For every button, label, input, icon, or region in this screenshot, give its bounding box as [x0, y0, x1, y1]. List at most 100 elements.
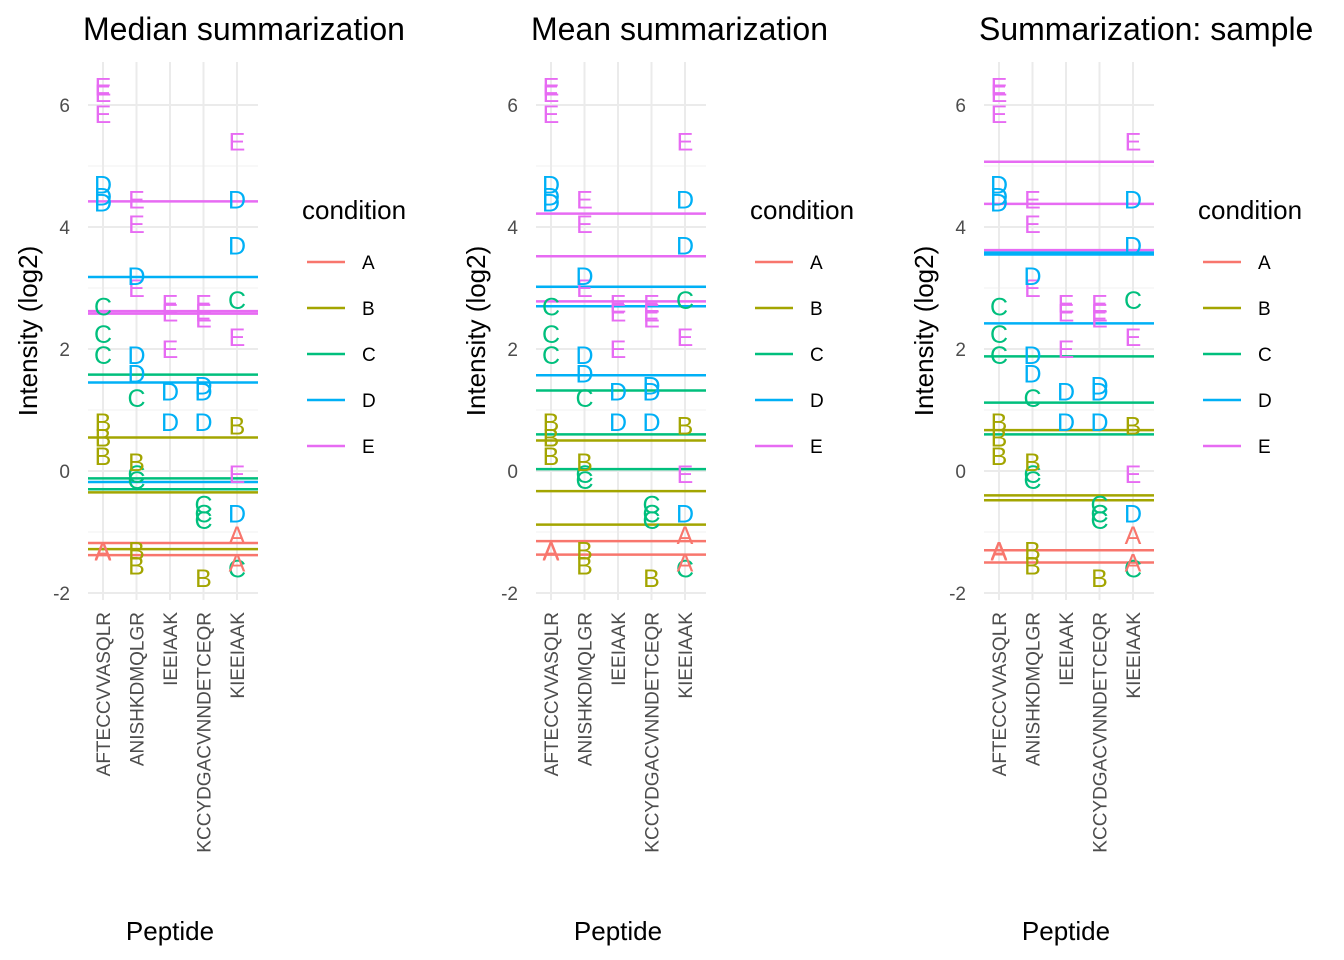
data-point-label: C: [194, 501, 212, 529]
data-point-label: C: [575, 385, 593, 413]
data-point-label: D: [1124, 232, 1142, 260]
y-tick-label: 4: [59, 218, 70, 239]
data-point-label: E: [128, 211, 145, 239]
data-point-label: D: [1124, 501, 1142, 529]
data-point-label: E: [95, 74, 112, 102]
y-tick-label: 0: [955, 462, 966, 483]
y-tick-label: -2: [501, 584, 518, 605]
data-point-label: D: [676, 187, 694, 215]
data-point-label: E: [1091, 306, 1108, 334]
data-point-label: A: [991, 537, 1008, 565]
data-point-label: B: [677, 412, 694, 440]
data-point-label: D: [1023, 263, 1041, 291]
data-point-label: E: [229, 324, 246, 352]
data-point-label: B: [543, 409, 560, 437]
data-point-label: E: [576, 275, 593, 303]
data-point-label: C: [642, 492, 660, 520]
data-point-label: E: [576, 211, 593, 239]
x-tick-label: AFTECCVVASQLR: [990, 612, 1011, 776]
data-point-label: C: [127, 467, 145, 495]
data-point-label: B: [195, 565, 212, 593]
data-point-label: C: [1023, 467, 1041, 495]
chart-title: Median summarization: [83, 11, 405, 47]
y-tick-label: 6: [955, 96, 966, 117]
data-point-label: D: [642, 373, 660, 401]
y-tick-label: 6: [507, 96, 518, 117]
data-point-label: E: [610, 290, 627, 318]
data-point-label: D: [575, 360, 593, 388]
data-point-label: E: [1125, 324, 1142, 352]
data-point-label: E: [610, 336, 627, 364]
data-point-label: B: [991, 424, 1008, 452]
data-point-label: E: [95, 101, 112, 129]
data-point-label: D: [1057, 379, 1075, 407]
x-tick-label: KIEEIAAK: [676, 612, 697, 699]
data-point-label: E: [195, 290, 212, 318]
data-point-label: D: [990, 184, 1008, 212]
data-point-label: C: [575, 467, 593, 495]
data-point-label: C: [1124, 287, 1142, 315]
data-point-label: C: [990, 342, 1008, 370]
data-point-label: D: [228, 232, 246, 260]
data-point-label: B: [1024, 537, 1041, 565]
legend-label: B: [810, 299, 823, 320]
y-tick-label: 4: [507, 218, 518, 239]
data-point-label: E: [1058, 336, 1075, 364]
legend-label: C: [1258, 345, 1272, 366]
x-tick-label: IEEIAAK: [609, 612, 630, 686]
data-point-label: D: [642, 379, 660, 407]
data-point-label: D: [1090, 373, 1108, 401]
data-point-label: D: [990, 171, 1008, 199]
y-tick-label: 0: [59, 462, 70, 483]
x-tick-label: KCCYDGACVNNDETCEQR: [643, 612, 664, 853]
data-point-label: D: [609, 379, 627, 407]
legend-label: D: [1258, 391, 1272, 412]
legend-label: A: [362, 253, 375, 274]
data-point-label: C: [1023, 461, 1041, 489]
data-point-label: D: [127, 360, 145, 388]
y-tick-label: 4: [955, 218, 966, 239]
data-point-label: D: [642, 409, 660, 437]
data-point-label: B: [95, 443, 112, 471]
data-point-label: A: [543, 537, 560, 565]
data-point-label: E: [991, 80, 1008, 108]
data-point-label: C: [228, 556, 246, 584]
data-point-label: C: [542, 321, 560, 349]
data-point-label: B: [1091, 565, 1108, 593]
data-point-label: E: [229, 129, 246, 157]
data-point-label: E: [128, 187, 145, 215]
data-point-label: B: [128, 553, 145, 581]
data-point-label: D: [161, 379, 179, 407]
data-point-label: E: [162, 336, 179, 364]
legend-title: condition: [1198, 195, 1302, 225]
y-axis-title: Intensity (log2): [909, 246, 939, 417]
data-point-label: E: [1024, 211, 1041, 239]
data-point-label: E: [677, 461, 694, 489]
legend-label: C: [810, 345, 824, 366]
y-axis-title: Intensity (log2): [13, 246, 43, 417]
data-point-label: B: [576, 537, 593, 565]
y-axis-title: Intensity (log2): [461, 246, 491, 417]
x-tick-label: KCCYDGACVNNDETCEQR: [1091, 612, 1112, 853]
data-point-label: E: [195, 306, 212, 334]
data-point-label: C: [575, 461, 593, 489]
legend-label: E: [810, 437, 823, 458]
data-point-label: D: [542, 171, 560, 199]
data-point-label: E: [128, 275, 145, 303]
y-tick-label: 2: [955, 340, 966, 361]
data-point-label: D: [1057, 409, 1075, 437]
legend-label: A: [1258, 253, 1271, 274]
data-point-label: D: [228, 501, 246, 529]
data-point-label: A: [543, 539, 560, 567]
data-point-label: D: [194, 379, 212, 407]
legend-label: A: [810, 253, 823, 274]
data-point-label: E: [1024, 187, 1041, 215]
data-point-label: C: [676, 556, 694, 584]
legend-title: condition: [302, 195, 406, 225]
data-point-label: A: [229, 550, 246, 578]
x-tick-label: KCCYDGACVNNDETCEQR: [195, 612, 216, 853]
legend-label: D: [362, 391, 376, 412]
data-point-label: C: [542, 342, 560, 370]
data-point-label: C: [228, 287, 246, 315]
data-point-label: C: [1023, 385, 1041, 413]
